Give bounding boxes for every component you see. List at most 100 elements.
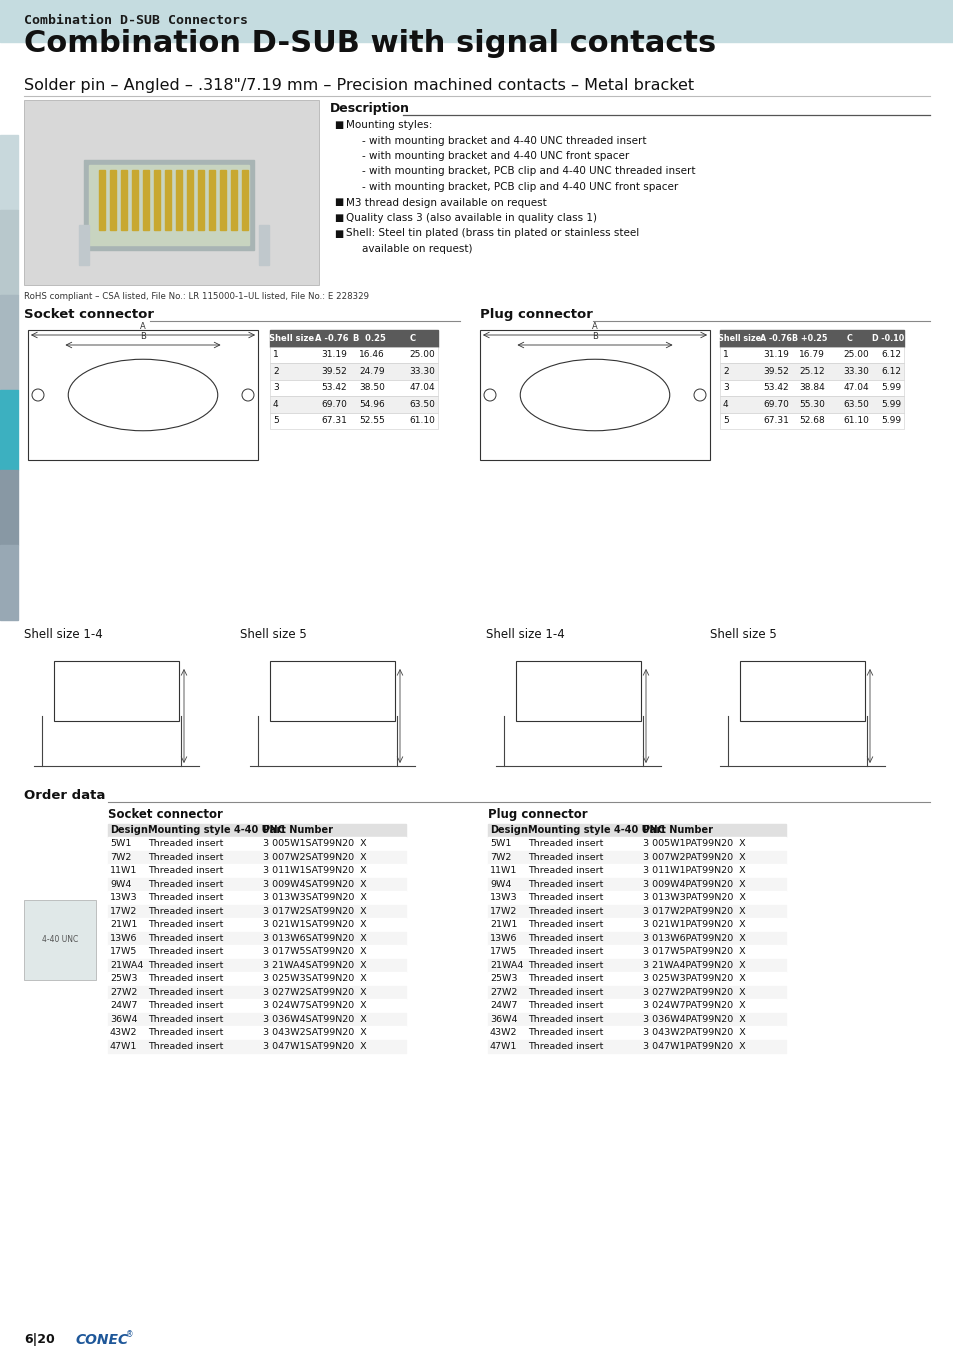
- Text: 25.12: 25.12: [799, 367, 824, 375]
- Text: 36W4: 36W4: [110, 1015, 137, 1023]
- Bar: [108, 891, 406, 904]
- Text: 7W2: 7W2: [110, 853, 132, 861]
- Bar: [54, 662, 179, 721]
- Text: ■: ■: [334, 213, 343, 223]
- Bar: [488, 958, 785, 972]
- Text: ®: ®: [126, 1330, 133, 1339]
- Text: Threaded insert: Threaded insert: [527, 840, 602, 848]
- Bar: [516, 662, 640, 721]
- Text: 2: 2: [722, 367, 728, 375]
- Bar: [108, 864, 406, 878]
- Text: 5W1: 5W1: [490, 840, 511, 848]
- Bar: [84, 161, 253, 250]
- Bar: [108, 1012, 406, 1026]
- Text: 69.70: 69.70: [321, 400, 347, 409]
- Text: 3 027W2PAT99N20  X: 3 027W2PAT99N20 X: [642, 988, 745, 996]
- Text: 3 047W1PAT99N20  X: 3 047W1PAT99N20 X: [642, 1042, 745, 1050]
- Text: 11W1: 11W1: [110, 867, 137, 875]
- Text: 3 011W1SAT99N20  X: 3 011W1SAT99N20 X: [263, 867, 366, 875]
- Text: 52.68: 52.68: [799, 416, 824, 425]
- Text: 3 017W2SAT99N20  X: 3 017W2SAT99N20 X: [263, 907, 366, 915]
- Text: 3 011W1PAT99N20  X: 3 011W1PAT99N20 X: [642, 867, 745, 875]
- Text: 53.42: 53.42: [321, 383, 347, 393]
- Text: Threaded insert: Threaded insert: [527, 880, 602, 888]
- Text: B: B: [140, 332, 146, 342]
- Text: 24.79: 24.79: [359, 367, 385, 375]
- Bar: [720, 363, 903, 379]
- Text: Socket connector: Socket connector: [108, 809, 223, 821]
- Bar: [0, 135, 18, 211]
- Bar: [270, 329, 437, 347]
- Text: - with mounting bracket and 4-40 UNC threaded insert: - with mounting bracket and 4-40 UNC thr…: [361, 135, 646, 146]
- Text: 52.55: 52.55: [359, 416, 385, 425]
- Text: Shell size 1-4: Shell size 1-4: [24, 628, 103, 641]
- Text: D -0.10: D -0.10: [871, 333, 903, 343]
- Text: B +0.25: B +0.25: [792, 333, 827, 343]
- Bar: [720, 396, 903, 413]
- Text: Threaded insert: Threaded insert: [527, 894, 602, 902]
- Text: 39.52: 39.52: [321, 367, 347, 375]
- Text: Threaded insert: Threaded insert: [148, 853, 223, 861]
- Text: 5.99: 5.99: [880, 416, 900, 425]
- Text: 3 025W3PAT99N20  X: 3 025W3PAT99N20 X: [642, 975, 745, 983]
- Text: M3 thread design available on request: M3 thread design available on request: [346, 197, 546, 208]
- Text: Mounting style 4-40 UNC: Mounting style 4-40 UNC: [148, 825, 285, 836]
- Text: 16.46: 16.46: [359, 350, 385, 359]
- Text: - with mounting bracket, PCB clip and 4-40 UNC threaded insert: - with mounting bracket, PCB clip and 4-…: [361, 166, 695, 177]
- Bar: [0, 545, 18, 620]
- Text: A -0.76: A -0.76: [314, 333, 349, 343]
- Text: 3 036W4SAT99N20  X: 3 036W4SAT99N20 X: [263, 1015, 366, 1023]
- Bar: [132, 170, 138, 230]
- Text: 3 047W1SAT99N20  X: 3 047W1SAT99N20 X: [263, 1042, 366, 1050]
- Text: C: C: [410, 333, 416, 343]
- Text: B  0.25: B 0.25: [353, 333, 385, 343]
- Bar: [270, 347, 437, 363]
- Text: 3 017W2PAT99N20  X: 3 017W2PAT99N20 X: [642, 907, 745, 915]
- Text: Threaded insert: Threaded insert: [527, 1029, 602, 1037]
- Text: Mounting style 4-40 UNC: Mounting style 4-40 UNC: [527, 825, 664, 836]
- Text: Threaded insert: Threaded insert: [527, 988, 602, 996]
- Text: 3 017W5SAT99N20  X: 3 017W5SAT99N20 X: [263, 948, 366, 956]
- Text: 3 21WA4SAT99N20  X: 3 21WA4SAT99N20 X: [263, 961, 366, 969]
- Bar: [175, 170, 182, 230]
- Text: 9W4: 9W4: [490, 880, 511, 888]
- Text: Threaded insert: Threaded insert: [527, 1015, 602, 1023]
- Bar: [198, 170, 204, 230]
- Text: 13W6: 13W6: [110, 934, 137, 942]
- Bar: [153, 170, 160, 230]
- Bar: [108, 931, 406, 945]
- Text: 16.79: 16.79: [799, 350, 824, 359]
- Text: 1: 1: [273, 350, 278, 359]
- Text: 63.50: 63.50: [842, 400, 868, 409]
- Text: ■: ■: [334, 197, 343, 208]
- Text: Threaded insert: Threaded insert: [148, 867, 223, 875]
- Text: 17W2: 17W2: [490, 907, 517, 915]
- Text: 61.10: 61.10: [842, 416, 868, 425]
- Text: C: C: [846, 333, 852, 343]
- Bar: [720, 379, 903, 396]
- Text: 2: 2: [273, 367, 278, 375]
- Bar: [143, 170, 149, 230]
- Text: Plug connector: Plug connector: [488, 809, 587, 821]
- Text: 13W6: 13W6: [490, 934, 517, 942]
- Text: Threaded insert: Threaded insert: [148, 961, 223, 969]
- Text: 3 043W2SAT99N20  X: 3 043W2SAT99N20 X: [263, 1029, 366, 1037]
- Bar: [220, 170, 226, 230]
- Text: Shell size 5: Shell size 5: [709, 628, 776, 641]
- Text: Part Number: Part Number: [263, 825, 333, 836]
- Text: 39.52: 39.52: [762, 367, 788, 375]
- Text: 17W5: 17W5: [110, 948, 137, 956]
- Text: Threaded insert: Threaded insert: [527, 961, 602, 969]
- Bar: [108, 878, 406, 891]
- Text: 33.30: 33.30: [842, 367, 868, 375]
- Bar: [24, 100, 318, 285]
- Bar: [108, 1040, 406, 1053]
- Text: Shell size 5: Shell size 5: [240, 628, 307, 641]
- Text: Shell size 1-4: Shell size 1-4: [485, 628, 564, 641]
- Text: 5: 5: [273, 416, 278, 425]
- Bar: [108, 918, 406, 932]
- Text: Mounting styles:: Mounting styles:: [346, 120, 432, 130]
- Text: 43W2: 43W2: [110, 1029, 137, 1037]
- Text: Quality class 3 (also available in quality class 1): Quality class 3 (also available in quali…: [346, 213, 597, 223]
- Text: 5.99: 5.99: [880, 400, 900, 409]
